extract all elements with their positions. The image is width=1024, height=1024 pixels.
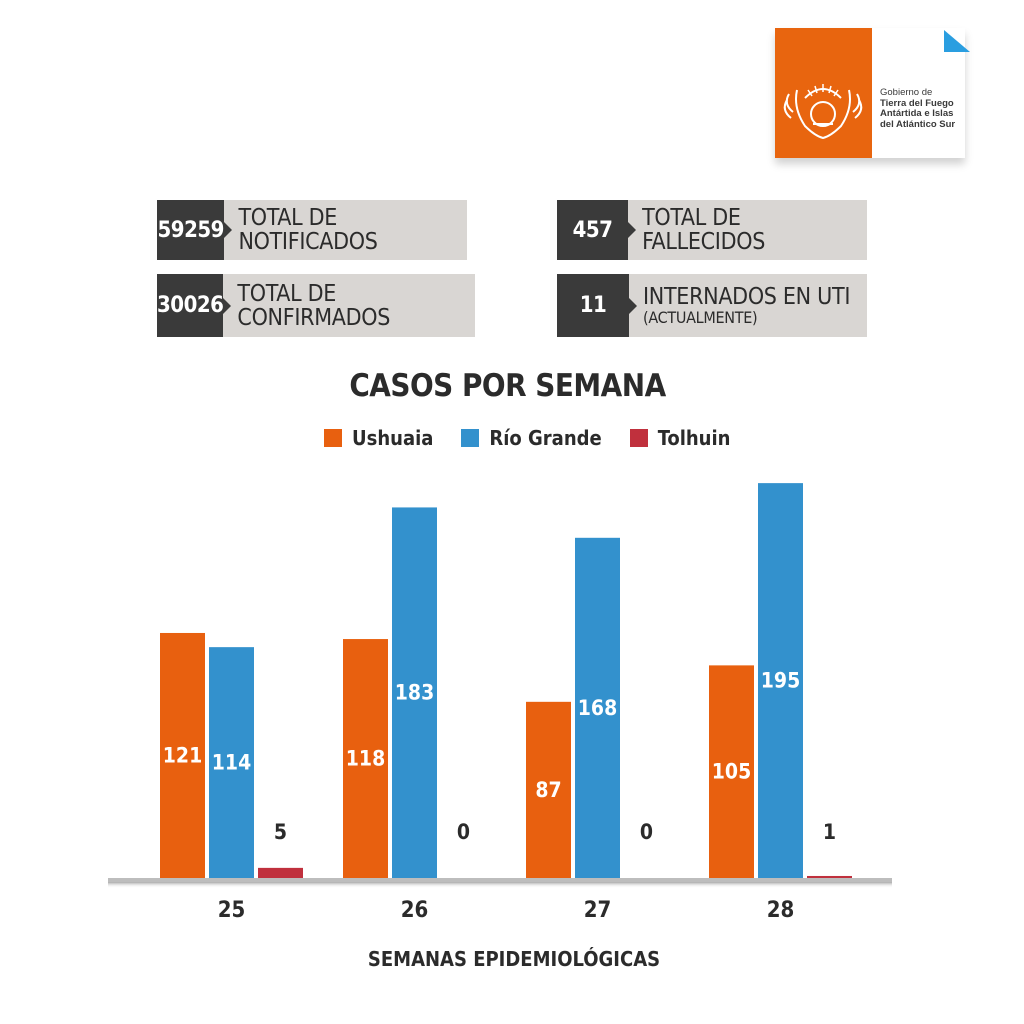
logo-line-1: Gobierno de [880,87,933,98]
stat-fallecidos-value: 457 [557,200,629,260]
logo-line-3: Antártida e Islas [880,108,954,119]
logo-orange-block [775,28,872,158]
data-label-rio-grande-week-27: 168 [578,696,617,720]
x-tick-label-27: 27 [584,898,612,923]
data-label-tolhuin-week-27: 0 [640,820,653,844]
data-label-tolhuin-week-26: 0 [457,820,470,844]
stat-confirmados-label: TOTAL DE CONFIRMADOS [237,280,391,331]
stat-total-notificados: 59259 TOTAL DE NOTIFICADOS [157,200,467,260]
data-label-ushuaia-week-27: 87 [535,778,561,802]
stat-fallecidos-label: TOTAL DE FALLECIDOS [642,205,766,255]
legend-swatch-rio-grande [461,429,480,447]
stat-confirmados-value: 30026 [157,274,224,337]
legend-swatch-ushuaia [324,429,342,447]
stat-notificados-value: 59259 [157,200,225,260]
chart-baseline [108,878,892,882]
legend-label-ushuaia: Ushuaia [352,426,434,450]
corner-triangle-icon [944,30,970,52]
data-label-rio-grande-week-25: 114 [212,751,251,775]
government-logo: Gobierno de Tierra del Fuego Antártida e… [775,28,965,158]
stat-total-fallecidos: 457 TOTAL DE FALLECIDOS [557,200,867,260]
stat-uti-sublabel: (ACTUALMENTE) [643,307,758,327]
chart-legend: Ushuaia Río Grande Tolhuin [324,426,758,450]
stat-uti-value: 11 [557,274,629,337]
stat-total-confirmados: 30026 TOTAL DE CONFIRMADOS [157,274,475,337]
bar-rio-grande-week-27 [575,537,620,878]
bar-rio-grande-week-28 [758,483,803,878]
x-axis-label: SEMANAS EPIDEMIOLÓGICAS [368,947,660,971]
data-label-ushuaia-week-25: 121 [163,743,202,767]
legend-item-ushuaia: Ushuaia [324,426,433,450]
logo-line-2: Tierra del Fuego [880,97,954,109]
logo-text: Gobierno de Tierra del Fuego Antártida e… [880,87,965,130]
bar-ushuaia-week-26 [343,639,388,878]
data-label-ushuaia-week-28: 105 [712,760,751,784]
logo-line-4: del Atlántico Sur [880,118,956,130]
x-tick-label-26: 26 [401,898,429,923]
data-label-rio-grande-week-28: 195 [761,669,800,693]
data-label-tolhuin-week-25: 5 [274,820,287,844]
bar-ushuaia-week-25 [160,632,205,878]
legend-swatch-tolhuin [629,429,648,447]
stat-internados-uti: 11 INTERNADOS EN UTI (ACTUALMENTE) [557,274,867,337]
bar-rio-grande-week-26 [392,507,437,878]
stat-notificados-label: TOTAL DE NOTIFICADOS [238,205,378,255]
bar-ushuaia-week-27 [526,701,571,878]
provincial-seal-icon [783,84,863,140]
bar-tolhuin-week-25 [258,867,303,878]
data-label-ushuaia-week-26: 118 [346,747,385,771]
x-tick-label-28: 28 [767,898,795,923]
bar-rio-grande-week-25 [209,647,254,878]
legend-item-tolhuin: Tolhuin [629,426,731,450]
legend-label-rio-grande: Río Grande [489,426,602,450]
data-label-rio-grande-week-26: 183 [395,681,434,705]
legend-label-tolhuin: Tolhuin [657,426,731,450]
stat-uti-label-wrap: INTERNADOS EN UTI (ACTUALMENTE) [629,285,850,327]
bar-tolhuin-week-28 [807,875,852,878]
stat-uti-label: INTERNADOS EN UTI [643,283,851,310]
data-label-tolhuin-week-28: 1 [823,820,836,844]
bar-ushuaia-week-28 [709,665,754,878]
legend-item-rio-grande: Río Grande [461,426,602,450]
chart-baseline-shadow [108,882,892,888]
x-tick-label-25: 25 [218,898,246,923]
chart-title: CASOS POR SEMANA [349,368,666,404]
